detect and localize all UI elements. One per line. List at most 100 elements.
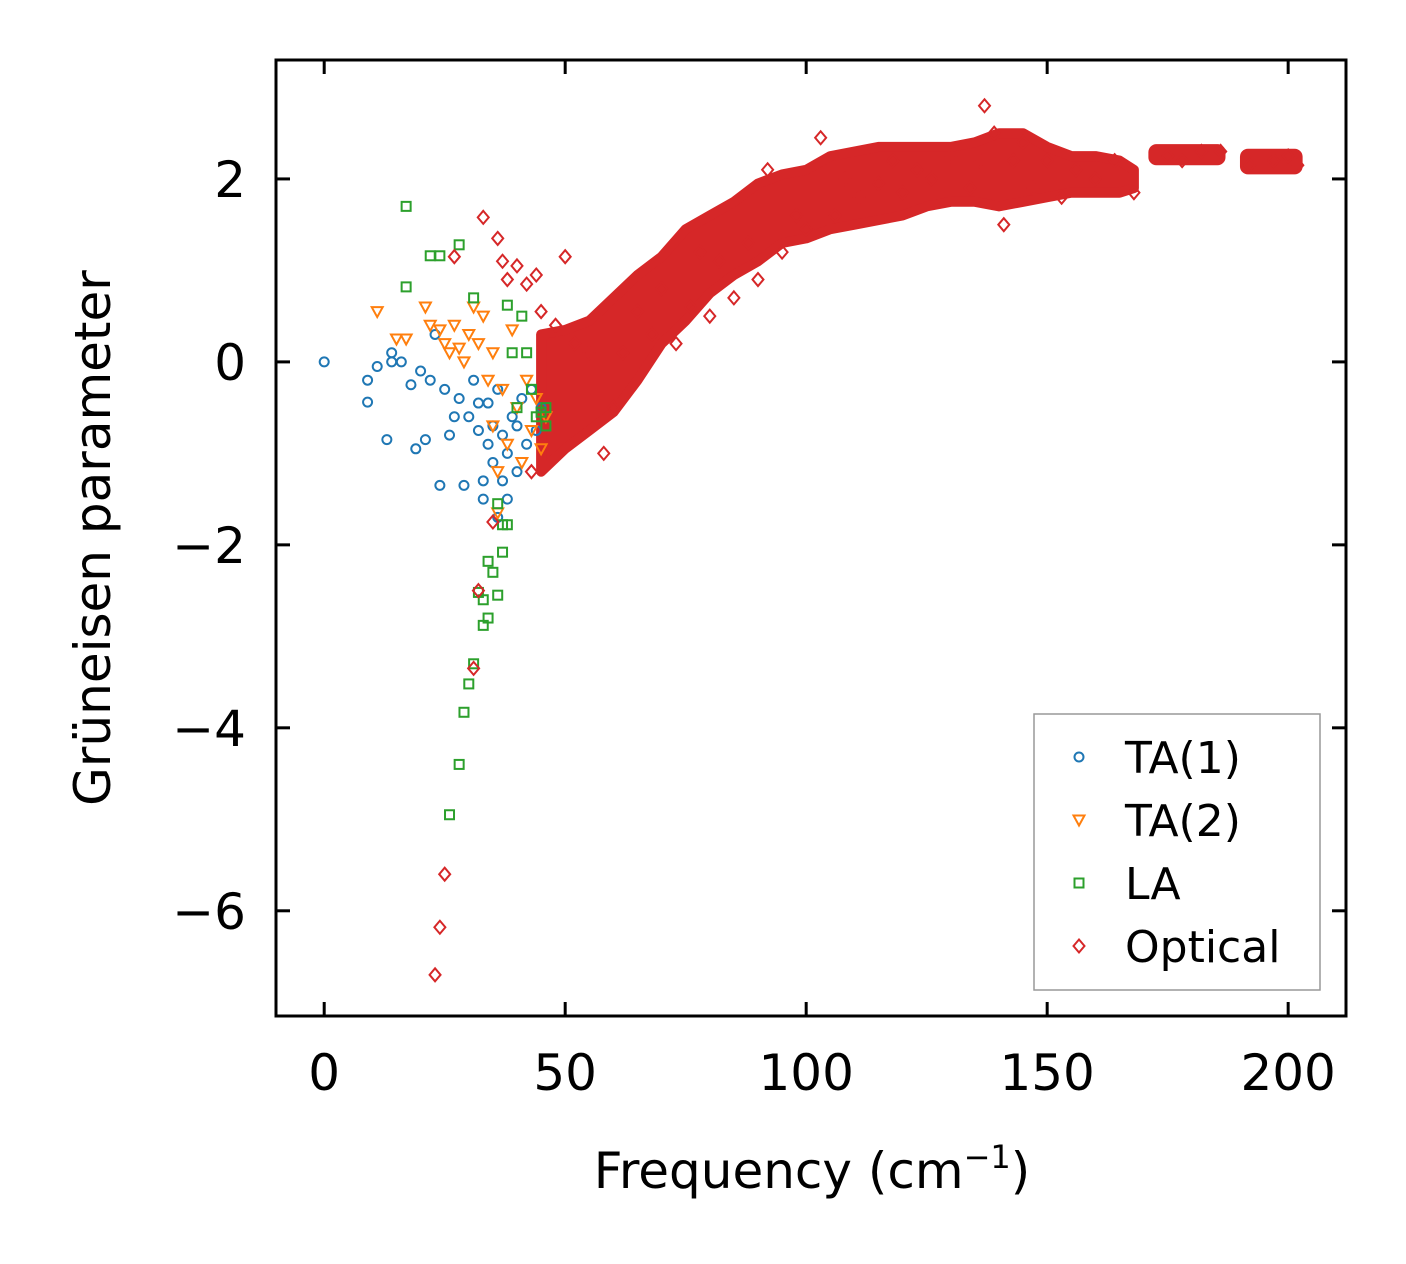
legend-marker: [1071, 814, 1087, 828]
data-point: [1290, 157, 1305, 174]
data-point: [482, 612, 494, 624]
data-point: [453, 239, 465, 251]
data-point: [654, 280, 669, 297]
y-axis-label: Grüneisen parameter: [64, 270, 122, 806]
data-point: [760, 161, 775, 178]
data-point: [669, 335, 683, 352]
data-point: [501, 299, 513, 311]
data-point: [799, 221, 813, 238]
data-point: [1040, 152, 1054, 169]
legend-label: LA: [1125, 859, 1181, 910]
data-point: [582, 344, 597, 361]
data-point: [486, 513, 500, 531]
data-point: [1127, 184, 1141, 201]
data-point: [1088, 170, 1103, 187]
data-point: [482, 438, 494, 450]
data-point: [533, 443, 549, 457]
legend-entry: TA(2): [1071, 796, 1241, 847]
data-point: [362, 396, 374, 408]
legend-label: TA(2): [1124, 796, 1241, 847]
data-point: [524, 425, 539, 439]
data-point: [447, 248, 462, 265]
data-point: [458, 706, 470, 718]
series-la: [400, 200, 552, 821]
data-point: [895, 184, 910, 201]
data-point: [434, 250, 446, 262]
data-point: [813, 129, 828, 146]
data-point: [1281, 148, 1295, 165]
data-point: [987, 125, 1001, 142]
data-point: [516, 310, 528, 322]
data-point: [568, 335, 582, 352]
data-point: [405, 379, 417, 391]
data-point: [492, 498, 504, 510]
data-point: [1069, 161, 1083, 178]
data-point: [395, 356, 407, 368]
data-point: [943, 148, 958, 165]
x-axis-label-superscript: −1: [964, 1138, 1011, 1176]
y-tick-label: −2: [172, 517, 246, 575]
x-tick-label: 150: [999, 1044, 1094, 1102]
legend-label: Optical: [1125, 922, 1280, 973]
data-point: [871, 175, 886, 192]
data-point: [519, 276, 534, 293]
data-point: [415, 365, 427, 377]
data-point: [511, 402, 523, 414]
data-point: [463, 678, 475, 690]
data-point: [501, 519, 513, 531]
data-point: [525, 383, 537, 395]
axis-ticks: 0 50 100 150 200 −6 −4 −2 0 2: [172, 60, 1346, 1102]
legend: TA(1) TA(2) LA Optical: [1033, 713, 1321, 991]
data-point: [495, 253, 510, 270]
data-point: [693, 244, 707, 261]
data-point: [476, 310, 491, 324]
data-point: [534, 303, 548, 320]
data-point: [389, 333, 404, 347]
data-point: [370, 306, 385, 320]
data-point: [476, 209, 491, 226]
data-point: [477, 594, 489, 606]
x-axis-label-close: ): [1011, 1142, 1031, 1200]
data-point: [645, 326, 659, 343]
series-ta-2-: [370, 301, 554, 521]
data-point: [504, 324, 520, 338]
data-point: [453, 392, 465, 404]
data-point: [495, 383, 510, 397]
y-tick-label: 2: [214, 151, 246, 209]
data-point: [485, 347, 501, 361]
data-point: [497, 475, 509, 487]
data-point: [437, 866, 452, 883]
data-point: [447, 319, 462, 333]
data-point: [616, 344, 630, 361]
data-point: [886, 152, 900, 169]
data-point: [1006, 152, 1021, 169]
data-point: [400, 200, 412, 212]
data-point: [1025, 180, 1040, 197]
data-point: [521, 438, 533, 450]
y-tick-label: 0: [214, 334, 246, 392]
data-point: [837, 170, 852, 187]
data-point: [419, 434, 431, 446]
data-point: [468, 374, 480, 386]
legend-entry: Optical: [1072, 922, 1280, 973]
data-point: [381, 434, 393, 446]
data-point: [1175, 152, 1189, 169]
data-point: [468, 292, 480, 304]
data-point: [492, 589, 504, 601]
data-point: [511, 466, 523, 478]
data-points: [318, 97, 1305, 983]
data-point: [434, 479, 446, 491]
data-point: [712, 253, 727, 270]
data-point: [789, 207, 804, 224]
data-point: [529, 266, 544, 284]
data-point: [371, 360, 383, 372]
data-point: [521, 347, 533, 359]
data-point: [1054, 189, 1069, 206]
x-tick-label: 200: [1240, 1044, 1335, 1102]
data-point: [500, 438, 515, 452]
data-point: [630, 303, 645, 320]
data-point: [1242, 157, 1257, 174]
data-point: [702, 308, 717, 325]
data-point: [490, 230, 505, 247]
data-point: [461, 328, 476, 343]
